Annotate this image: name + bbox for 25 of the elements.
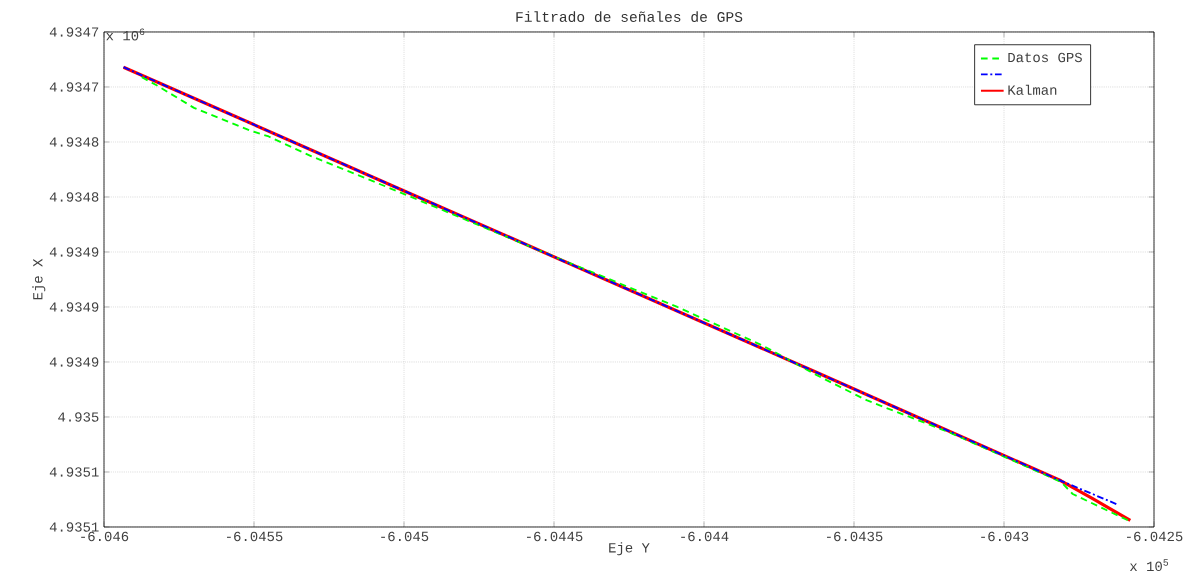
x-tick-label: -6.046 (81, 531, 129, 542)
x-tick-label: -6.0435 (826, 531, 883, 542)
y-tick-label: 4.9348 (49, 192, 99, 202)
legend-label: Kalman (1008, 84, 1057, 95)
chart-title: Filtrado de señales de GPS (516, 11, 743, 22)
x-tick-label: -6.0455 (226, 531, 283, 542)
y-tick-label: 4.9349 (49, 302, 99, 312)
y-axis-title: Eje X (32, 258, 46, 300)
y-tick-label: 4.9351 (49, 522, 99, 532)
y-tick-label: 4.9351 (49, 467, 99, 477)
y-tick-label: 4.935 (58, 412, 99, 422)
y-tick-label: 4.9347 (49, 82, 99, 92)
y-tick-label: 4.9348 (49, 137, 99, 147)
y-tick-label: 4.9347 (49, 27, 99, 37)
y-tick-label: 4.9349 (49, 357, 99, 367)
y-tick-label: 4.9349 (49, 247, 99, 257)
x-tick-label: -6.0425 (1126, 531, 1183, 542)
x-axis-title: Eje Y (609, 542, 650, 556)
legend-label: Datos GPS (1008, 52, 1082, 63)
x-tick-label: -6.044 (681, 531, 729, 542)
annotation: x 10$^{6}$ (106, 28, 145, 41)
x-tick-label: -6.043 (981, 531, 1029, 542)
text: x 10$^{5}$ (1129, 559, 1169, 572)
x-tick-label: -6.045 (381, 531, 429, 542)
x-tick-label: -6.0445 (526, 531, 583, 542)
